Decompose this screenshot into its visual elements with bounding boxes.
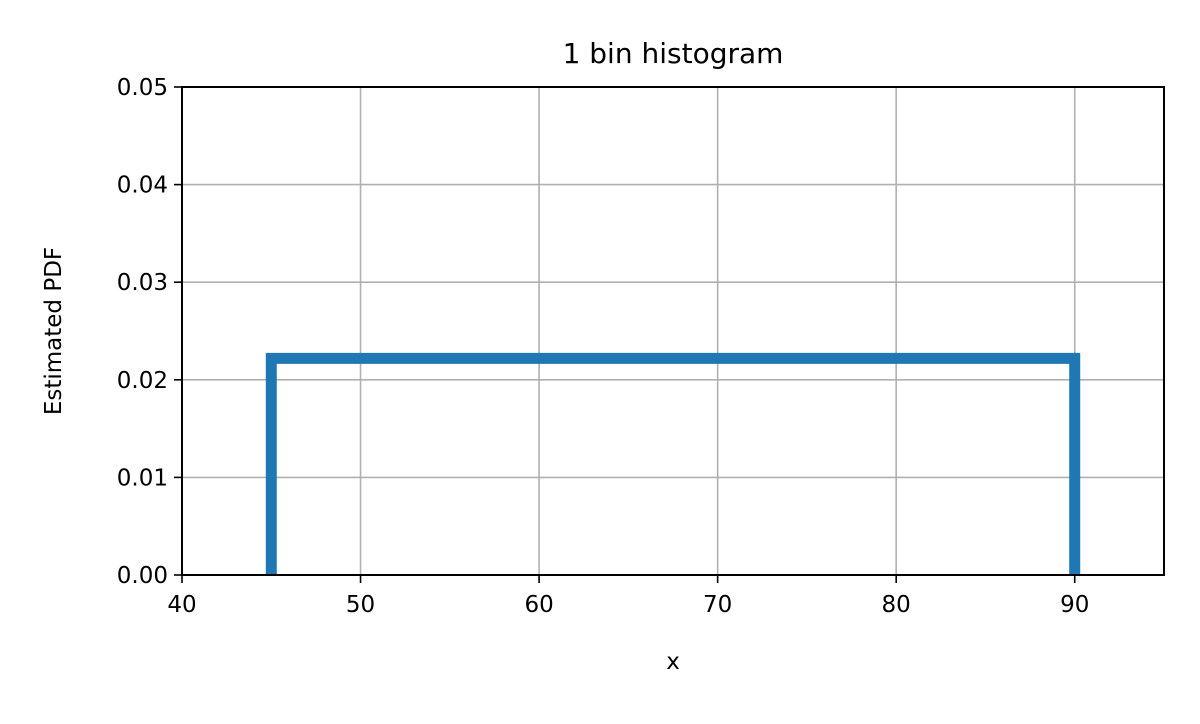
grid-lines bbox=[181, 86, 1164, 576]
x-tick-label: 80 bbox=[882, 592, 911, 618]
x-tick-label: 50 bbox=[346, 592, 375, 618]
histogram-bin-step bbox=[265, 352, 1081, 575]
x-axis-ticks: 40 50 60 70 80 90 bbox=[167, 575, 1089, 618]
y-tick-label: 0.00 bbox=[117, 563, 168, 589]
x-tick-label: 70 bbox=[703, 592, 732, 618]
y-tick-label: 0.04 bbox=[117, 173, 168, 199]
x-tick-label: 90 bbox=[1060, 592, 1089, 618]
x-tick-label: 40 bbox=[167, 592, 196, 618]
plot-data bbox=[265, 352, 1081, 575]
x-tick-label: 60 bbox=[524, 592, 553, 618]
y-axis-ticks: 0.00 0.01 0.02 0.03 0.04 0.05 bbox=[117, 75, 182, 589]
chart-title: 1 bin histogram bbox=[563, 37, 784, 70]
y-tick-label: 0.05 bbox=[117, 75, 168, 101]
plot-area-frame bbox=[181, 86, 1165, 576]
y-tick-label: 0.01 bbox=[117, 465, 168, 491]
y-tick-label: 0.02 bbox=[117, 368, 168, 394]
y-axis-title: Estimated PDF bbox=[41, 247, 67, 415]
y-tick-label: 0.03 bbox=[117, 270, 168, 296]
x-axis-title: x bbox=[666, 649, 680, 675]
